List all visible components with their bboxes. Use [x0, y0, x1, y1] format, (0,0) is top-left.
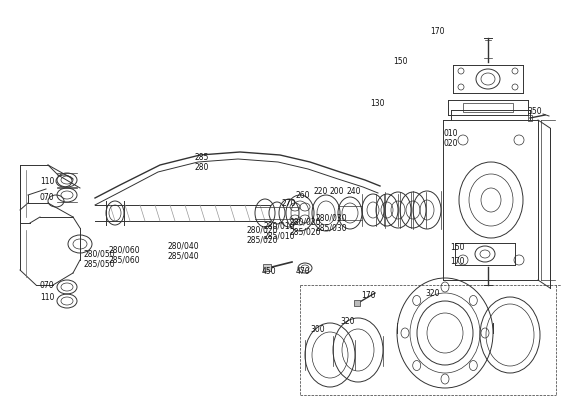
Text: 285/050: 285/050 — [84, 260, 116, 268]
Text: 010: 010 — [444, 130, 458, 138]
Text: 130: 130 — [370, 98, 384, 108]
Bar — [354, 300, 360, 306]
Text: 280/020: 280/020 — [290, 218, 321, 226]
Text: 170: 170 — [361, 292, 375, 300]
Text: 110: 110 — [40, 294, 54, 302]
Text: 020: 020 — [444, 140, 458, 148]
Text: 285: 285 — [195, 154, 209, 162]
Text: 240: 240 — [347, 188, 361, 196]
Text: 170: 170 — [430, 28, 444, 36]
Text: 110: 110 — [40, 178, 54, 186]
Text: 285/040: 285/040 — [168, 252, 200, 260]
Text: 285/020: 285/020 — [247, 236, 278, 244]
Text: 280/010: 280/010 — [264, 222, 296, 230]
Text: 285/030: 285/030 — [316, 224, 348, 232]
Text: 260: 260 — [296, 192, 310, 200]
Text: 285/060: 285/060 — [109, 256, 141, 264]
Text: 200: 200 — [330, 188, 344, 196]
Text: 150: 150 — [393, 58, 407, 66]
Text: 470: 470 — [296, 268, 311, 276]
Text: 150: 150 — [450, 244, 465, 252]
Text: 170: 170 — [450, 256, 465, 266]
Bar — [463, 103, 513, 112]
Text: 280: 280 — [195, 164, 209, 172]
Text: 280/050: 280/050 — [84, 250, 116, 258]
Bar — [263, 264, 271, 271]
Text: 285/010: 285/010 — [264, 232, 296, 240]
Bar — [528, 115, 532, 121]
Text: 350: 350 — [527, 108, 541, 116]
Text: 220: 220 — [314, 188, 328, 196]
Text: 270: 270 — [282, 200, 297, 208]
Text: 300: 300 — [310, 326, 325, 334]
Text: 280/040: 280/040 — [168, 242, 200, 250]
Text: 450: 450 — [262, 268, 277, 276]
Text: 070: 070 — [40, 280, 54, 290]
Text: 280/030: 280/030 — [316, 214, 348, 222]
Text: 070: 070 — [40, 192, 54, 202]
Text: 280/020: 280/020 — [247, 226, 278, 234]
Text: 320: 320 — [340, 318, 355, 326]
Text: 285/020: 285/020 — [290, 228, 321, 236]
Text: 320: 320 — [425, 290, 439, 298]
Text: 280/060: 280/060 — [109, 246, 141, 254]
